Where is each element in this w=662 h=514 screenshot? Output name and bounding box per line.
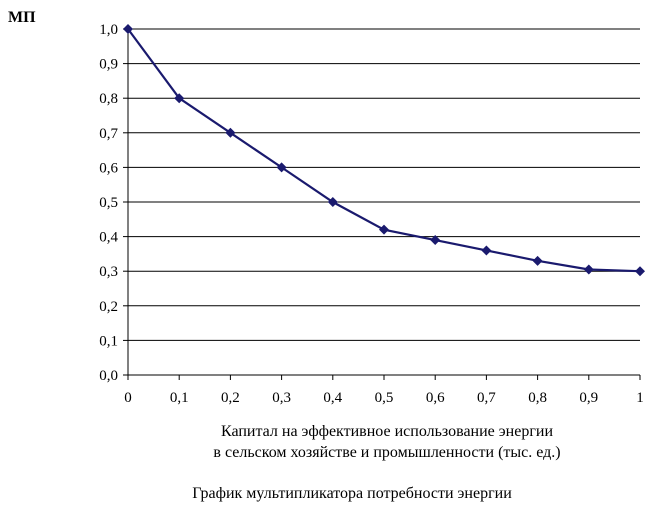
series-line xyxy=(127,28,641,273)
y-tick-label-2: 0,2 xyxy=(99,299,118,315)
x-tick-label-7: 0,7 xyxy=(477,390,496,406)
x-tick-label-8: 0,8 xyxy=(528,390,547,406)
x-tick-label-10: 1 xyxy=(636,390,644,406)
x-tick-label-3: 0,3 xyxy=(272,390,291,406)
y-tick-label-5: 0,5 xyxy=(99,195,118,211)
data-point-1 xyxy=(174,93,185,104)
y-tick-label-8: 0,8 xyxy=(99,91,118,107)
data-point-3 xyxy=(276,162,287,173)
y-tick-label-6: 0,6 xyxy=(99,160,118,176)
x-tick-label-0: 0 xyxy=(124,390,132,406)
gridlines xyxy=(128,28,640,341)
chart-caption: График мультипликатора потребности энерг… xyxy=(192,485,512,502)
data-point-4 xyxy=(327,197,338,207)
x-tick-label-5: 0,5 xyxy=(375,390,394,406)
y-axis-label: МП xyxy=(8,9,36,26)
data-point-9 xyxy=(583,264,594,275)
data-point-5 xyxy=(379,224,389,235)
x-tick-labels: 0 0,1 0,2 0,3 0,4 0,5 0,6 0,7 0,8 0,9 1 xyxy=(124,390,644,406)
x-tick-label-9: 0,9 xyxy=(579,390,598,406)
y-tick-label-10: 1,0 xyxy=(99,22,118,38)
data-point-0 xyxy=(123,24,133,34)
chart-area: МП 0,0 0,1 0,2 0,3 0,4 0,5 0,6 0,7 0,8 0,9 1,0 0 0,… xyxy=(8,9,645,406)
y-tick-label-7: 0,7 xyxy=(99,126,118,142)
x-tick-label-6: 0,6 xyxy=(426,390,445,406)
x-axis-label-line-2: в сельском хозяйстве и промышленности (т… xyxy=(213,444,561,461)
axes xyxy=(123,28,641,380)
data-point-6 xyxy=(430,235,441,246)
y-tick-labels: 0,0 0,1 0,2 0,3 0,4 0,5 0,6 0,7 0,8 0,9 1,0 xyxy=(99,22,118,384)
x-tick-label-2: 0,2 xyxy=(221,390,240,406)
series-line-path xyxy=(127,28,641,273)
data-point-8 xyxy=(532,255,543,266)
x-tick-label-4: 0,4 xyxy=(323,390,342,406)
y-tick-label-1: 0,1 xyxy=(99,333,118,349)
x-axis-label-line-1: Капитал на эффективное использование эне… xyxy=(220,423,553,440)
data-point-2 xyxy=(225,127,236,138)
y-tick-label-3: 0,3 xyxy=(99,264,118,280)
y-tick-label-0: 0,0 xyxy=(99,368,118,384)
data-point-10 xyxy=(635,266,645,277)
data-markers xyxy=(123,24,645,277)
y-tick-label-4: 0,4 xyxy=(99,230,118,246)
data-point-7 xyxy=(481,245,492,256)
y-tick-label-9: 0,9 xyxy=(99,57,118,73)
x-tick-label-1: 0,1 xyxy=(170,390,189,406)
